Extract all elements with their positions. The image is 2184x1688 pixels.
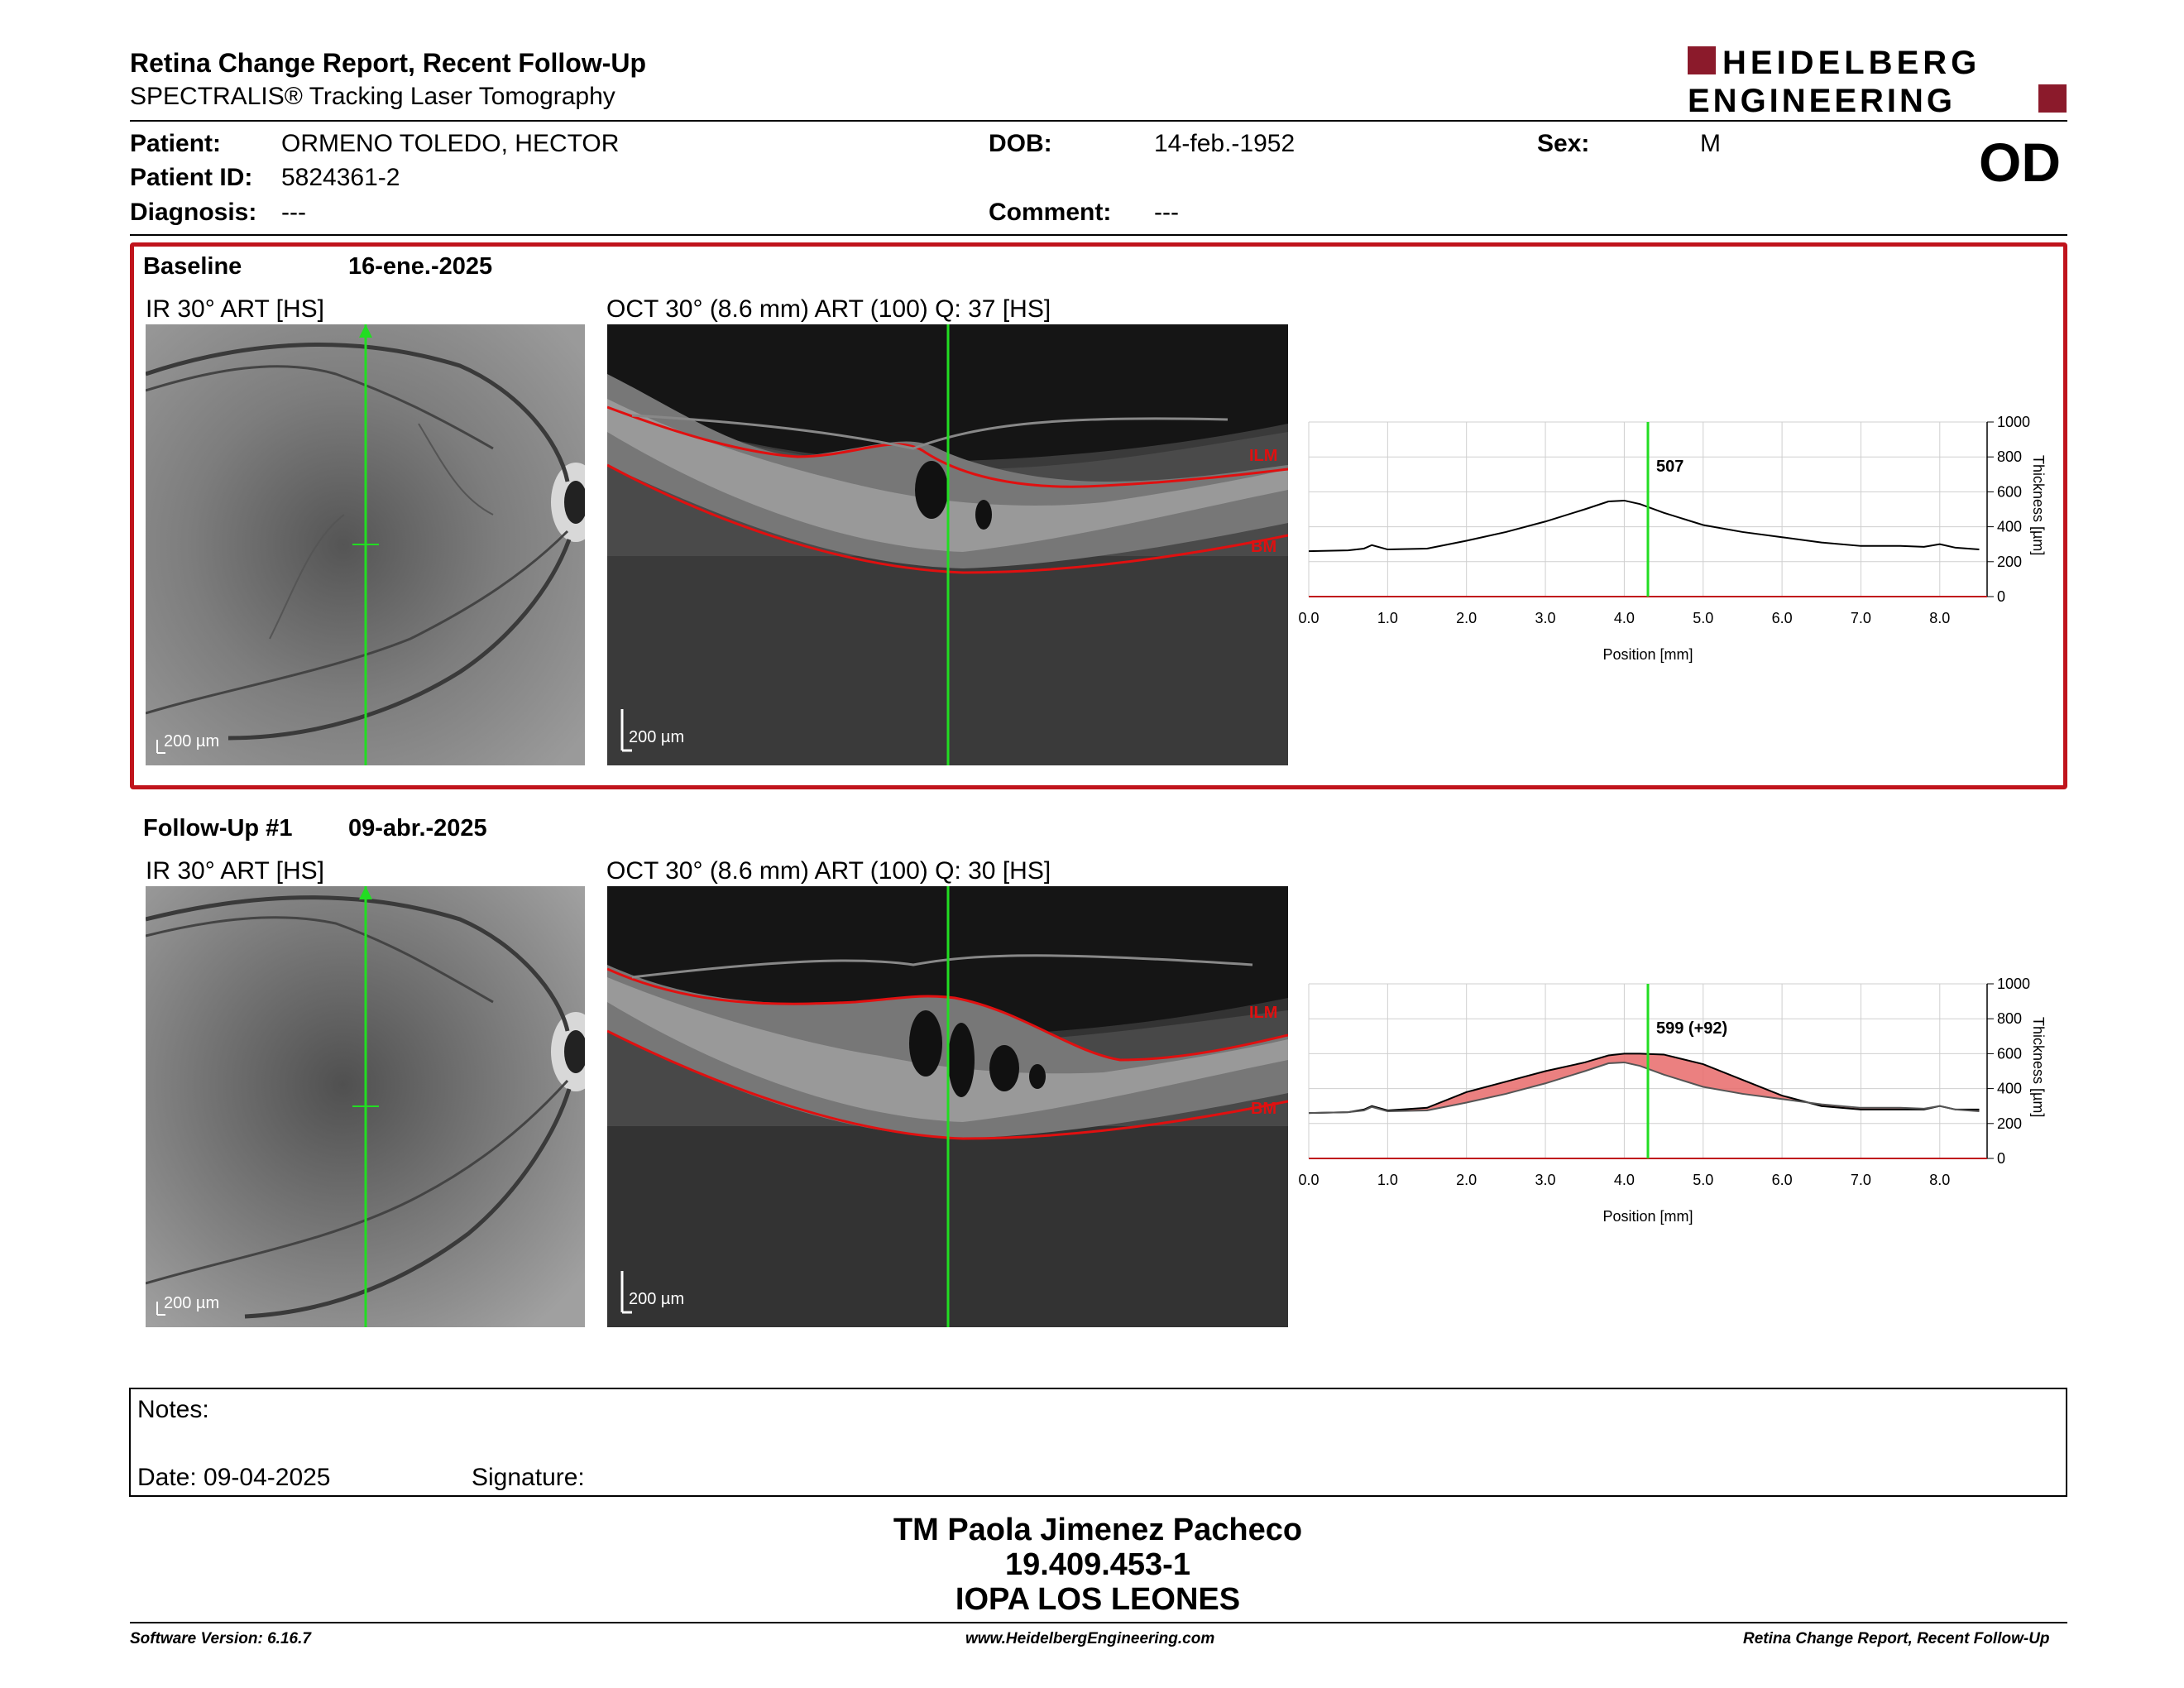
baseline-ir-title: IR 30° ART [HS] <box>146 295 324 323</box>
footer-rule <box>130 1622 2067 1623</box>
patient-id: 5824361-2 <box>281 164 400 191</box>
y-tick-label: 800 <box>1997 1010 2022 1027</box>
x-tick-label: 5.0 <box>1693 1172 1713 1188</box>
x-axis-label: Position [mm] <box>1602 1208 1693 1225</box>
x-tick-label: 7.0 <box>1851 610 1871 626</box>
baseline-bm-label: BM <box>1251 538 1277 556</box>
report-title: Retina Change Report, Recent Follow-Up <box>130 48 647 78</box>
marker-value-label: 507 <box>1656 458 1684 476</box>
notes-box[interactable]: Notes: Date: 09-04-2025 Signature: <box>129 1388 2067 1497</box>
footer-version: Software Version: 6.16.7 <box>130 1630 311 1647</box>
y-tick-label: 0 <box>1997 588 2005 605</box>
followup-ir-title: IR 30° ART [HS] <box>146 857 324 885</box>
baseline-oct-scale: 200 µm <box>629 728 685 746</box>
x-tick-label: 3.0 <box>1535 1172 1556 1188</box>
footer-report: Retina Change Report, Recent Follow-Up <box>1743 1630 2050 1647</box>
header-rule <box>130 120 2067 122</box>
x-axis-label: Position [mm] <box>1602 646 1693 663</box>
thickness-series-line <box>1308 1053 1980 1115</box>
x-tick-label: 6.0 <box>1772 610 1793 626</box>
signer-name: TM Paola Jimenez Pacheco <box>893 1513 1303 1547</box>
y-tick-label: 200 <box>1997 554 2022 570</box>
x-tick-label: 0.0 <box>1298 1172 1319 1188</box>
x-tick-label: 2.0 <box>1456 1172 1477 1188</box>
followup-date: 09-abr.-2025 <box>348 815 487 842</box>
signer-place: IOPA LOS LEONES <box>955 1582 1241 1617</box>
footer-url[interactable]: www.HeidelbergEngineering.com <box>965 1630 1215 1647</box>
followup-ilm-label: ILM <box>1249 1004 1278 1022</box>
marker-value-label: 599 (+92) <box>1656 1019 1727 1038</box>
dob-label: DOB: <box>989 130 1052 157</box>
diagnosis-value: --- <box>281 199 306 226</box>
y-tick-label: 1000 <box>1997 414 2030 430</box>
y-tick-label: 200 <box>1997 1115 2022 1132</box>
thickness-change-area <box>1309 1053 1980 1114</box>
x-tick-label: 6.0 <box>1772 1172 1793 1188</box>
baseline-frame <box>130 242 2067 789</box>
y-tick-label: 600 <box>1997 483 2022 500</box>
eye-badge: OD <box>1979 132 2061 193</box>
x-tick-label: 8.0 <box>1929 1172 1950 1188</box>
y-tick-label: 800 <box>1997 448 2022 465</box>
patient-id-label: Patient ID: <box>130 164 253 191</box>
baseline-label: Baseline <box>143 253 242 280</box>
y-tick-label: 0 <box>1997 1150 2005 1167</box>
x-tick-label: 8.0 <box>1929 610 1950 626</box>
signer-id: 19.409.453-1 <box>1005 1547 1190 1582</box>
baseline-oct-title: OCT 30° (8.6 mm) ART (100) Q: 37 [HS] <box>606 295 1051 323</box>
y-tick-label: 1000 <box>1997 976 2030 992</box>
x-tick-label: 7.0 <box>1851 1172 1871 1188</box>
x-tick-label: 2.0 <box>1456 610 1477 626</box>
comment-value: --- <box>1154 199 1179 226</box>
x-tick-label: 4.0 <box>1614 610 1635 626</box>
logo-line1: HEIDELBERG <box>1722 45 1980 81</box>
signature-label: Signature: <box>472 1464 585 1491</box>
y-tick-label: 600 <box>1997 1045 2022 1062</box>
thickness-series-line <box>1308 499 1980 553</box>
followup-ir-scale: 200 µm <box>164 1294 220 1312</box>
dob-value: 14-feb.-1952 <box>1154 130 1296 157</box>
x-tick-label: 1.0 <box>1377 610 1398 626</box>
baseline-ir-scale: 200 µm <box>164 732 220 750</box>
y-tick-label: 400 <box>1997 519 2022 535</box>
y-axis-label: Thickness [µm] <box>2030 455 2047 555</box>
x-tick-label: 5.0 <box>1693 610 1713 626</box>
followup-bm-label: BM <box>1251 1100 1277 1118</box>
x-tick-label: 0.0 <box>1298 610 1319 626</box>
followup-oct-scale: 200 µm <box>629 1290 685 1308</box>
baseline-oct-image[interactable]: ILM BM 200 µm <box>607 324 1288 765</box>
logo-line2: ENGINEERING <box>1688 83 1956 116</box>
followup-thickness-chart: 0.0 1.0 2.0 3.0 4.0 5.0 6.0 7.0 8.0 0 200 400 600 800… <box>1298 976 2047 1225</box>
sex-label: Sex: <box>1537 130 1590 157</box>
x-tick-label: 3.0 <box>1535 610 1556 626</box>
x-tick-label: 1.0 <box>1377 1172 1398 1188</box>
notes-label: Notes: <box>137 1396 209 1423</box>
diagnosis-label: Diagnosis: <box>130 199 257 226</box>
followup-oct-image[interactable]: ILM BM 200 µm <box>607 886 1288 1327</box>
report-subtitle: SPECTRALIS® Tracking Laser Tomography <box>130 83 615 110</box>
y-tick-label: 400 <box>1997 1081 2022 1097</box>
sex-value: M <box>1700 130 1721 157</box>
patient-label: Patient: <box>130 130 222 157</box>
followup-oct-title: OCT 30° (8.6 mm) ART (100) Q: 30 [HS] <box>606 857 1051 885</box>
heidelberg-logo: HEIDELBERG ENGINEERING <box>1688 43 2068 119</box>
notes-date: Date: 09-04-2025 <box>137 1464 331 1491</box>
info-rule <box>130 234 2067 236</box>
followup-ir-image[interactable]: 200 µm <box>146 886 585 1327</box>
thickness-series-line <box>1308 1061 1980 1115</box>
baseline-ir-image[interactable]: 200 µm <box>146 324 585 765</box>
x-tick-label: 4.0 <box>1614 1172 1635 1188</box>
baseline-ilm-label: ILM <box>1249 447 1278 465</box>
baseline-thickness-chart: 0.0 1.0 2.0 3.0 4.0 5.0 6.0 7.0 8.0 0 200 400 600 800… <box>1298 414 2047 663</box>
baseline-date: 16-ene.-2025 <box>348 253 493 280</box>
comment-label: Comment: <box>989 199 1112 226</box>
followup-label: Follow-Up #1 <box>143 815 293 842</box>
patient-name: ORMENO TOLEDO, HECTOR <box>281 130 620 157</box>
y-axis-label: Thickness [µm] <box>2030 1017 2047 1117</box>
